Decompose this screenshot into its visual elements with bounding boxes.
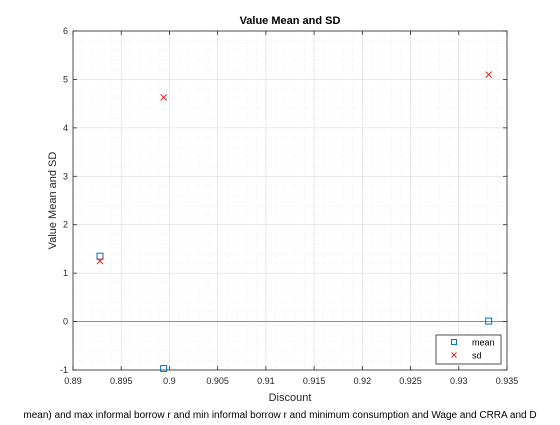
y-tick-label: 4 — [63, 123, 68, 133]
y-tick-label: 2 — [63, 220, 68, 230]
y-axis-label: Value Mean and SD — [47, 152, 59, 250]
plot-frame — [72, 30, 508, 371]
figure-caption: mean) and max informal borrow r and min … — [23, 410, 536, 420]
data-point-sd — [160, 93, 168, 101]
legend-label-sd: sd — [472, 351, 482, 361]
legend-box — [435, 334, 502, 365]
x-tick-label: 0.905 — [206, 376, 229, 386]
data-point-sd — [96, 257, 104, 265]
x-tick-label: 0.89 — [64, 376, 82, 386]
y-tick-label: -1 — [60, 365, 68, 375]
y-tick-label: 6 — [63, 26, 68, 36]
x-tick-label: 0.91 — [257, 376, 275, 386]
data-marks — [96, 71, 493, 373]
x-tick-label: 0.92 — [354, 376, 372, 386]
data-point-mean — [160, 365, 168, 373]
y-tick-labels: -1 0 1 2 3 4 5 6 — [60, 26, 68, 375]
plot-area — [73, 31, 507, 370]
y-tick-label: 0 — [63, 317, 68, 327]
data-point-mean — [96, 252, 104, 260]
x-tick-label: 0.93 — [450, 376, 468, 386]
x-tick-label: 0.925 — [399, 376, 422, 386]
data-point-sd — [485, 71, 493, 78]
x-tick-label: 0.895 — [110, 376, 133, 386]
chart-title: Value Mean and SD — [240, 15, 341, 27]
x-tick-labels: 0.89 0.895 0.9 0.905 0.91 0.915 0.92 0.925 0.93 0… — [64, 376, 518, 386]
axis-ticks — [72, 30, 508, 371]
y-tick-label: 1 — [63, 268, 68, 278]
legend-label-mean: mean — [472, 338, 495, 348]
y-tick-label: 3 — [63, 171, 68, 181]
legend-marker-sd — [451, 352, 457, 358]
y-tick-label: 5 — [63, 74, 68, 84]
x-axis-label: Discount — [269, 392, 312, 404]
x-tick-label: 0.915 — [303, 376, 326, 386]
minor-grid — [73, 31, 507, 370]
data-point-mean — [485, 317, 493, 325]
legend-marker-mean — [451, 339, 457, 345]
x-tick-label: 0.9 — [163, 376, 176, 386]
legend: mean sd — [435, 334, 502, 365]
x-tick-label: 0.935 — [496, 376, 519, 386]
